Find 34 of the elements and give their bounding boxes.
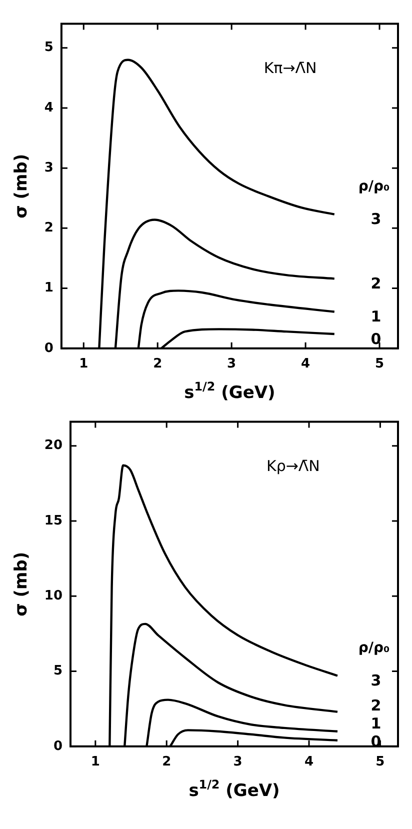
y-tick-label: 0 (53, 738, 62, 754)
x-tick-label: 1 (90, 754, 100, 770)
y-tick-label: 1 (44, 280, 54, 296)
y-tick-label: 20 (44, 438, 62, 454)
y-axis-title: σ (mb) (12, 552, 32, 616)
y-tick-label: 4 (44, 100, 54, 116)
x-tick-label: 5 (376, 754, 385, 770)
x-tick-label: 1 (79, 356, 88, 372)
legend-label: 2 (370, 274, 382, 293)
x-tick-label: 5 (374, 356, 384, 372)
annotation: Kπ→Λ̄N (264, 59, 317, 78)
y-tick-label: 0 (44, 340, 54, 356)
legend-title: ρ/ρ₀ (358, 640, 390, 656)
y-tick-label: 5 (53, 664, 62, 679)
legend-label: 0 (370, 330, 382, 348)
x-tick-label: 4 (304, 754, 314, 770)
y-axis-title: σ (mb) (12, 154, 32, 218)
text: 1 (370, 308, 382, 326)
y-tick-label: 10 (44, 588, 62, 604)
y-tick-label: 5 (44, 40, 54, 56)
y-tick-label: 3 (44, 160, 54, 176)
legend-label: 3 (370, 672, 382, 690)
legend-title: ρ/ρ₀ (358, 178, 390, 194)
text: 2 (370, 696, 382, 714)
x-tick-label: 4 (301, 356, 310, 372)
x-tick-label: 2 (153, 356, 162, 372)
y-tick-label: 15 (44, 513, 62, 528)
x-tick-label: 2 (162, 754, 172, 770)
text: 1 (370, 714, 382, 732)
annotation: Kρ→Λ̄N (266, 457, 320, 476)
x-tick-label: 3 (233, 754, 242, 770)
legend-label: 3 (370, 210, 382, 228)
x-tick-label: 3 (227, 356, 236, 372)
y-tick-label: 2 (44, 220, 54, 236)
